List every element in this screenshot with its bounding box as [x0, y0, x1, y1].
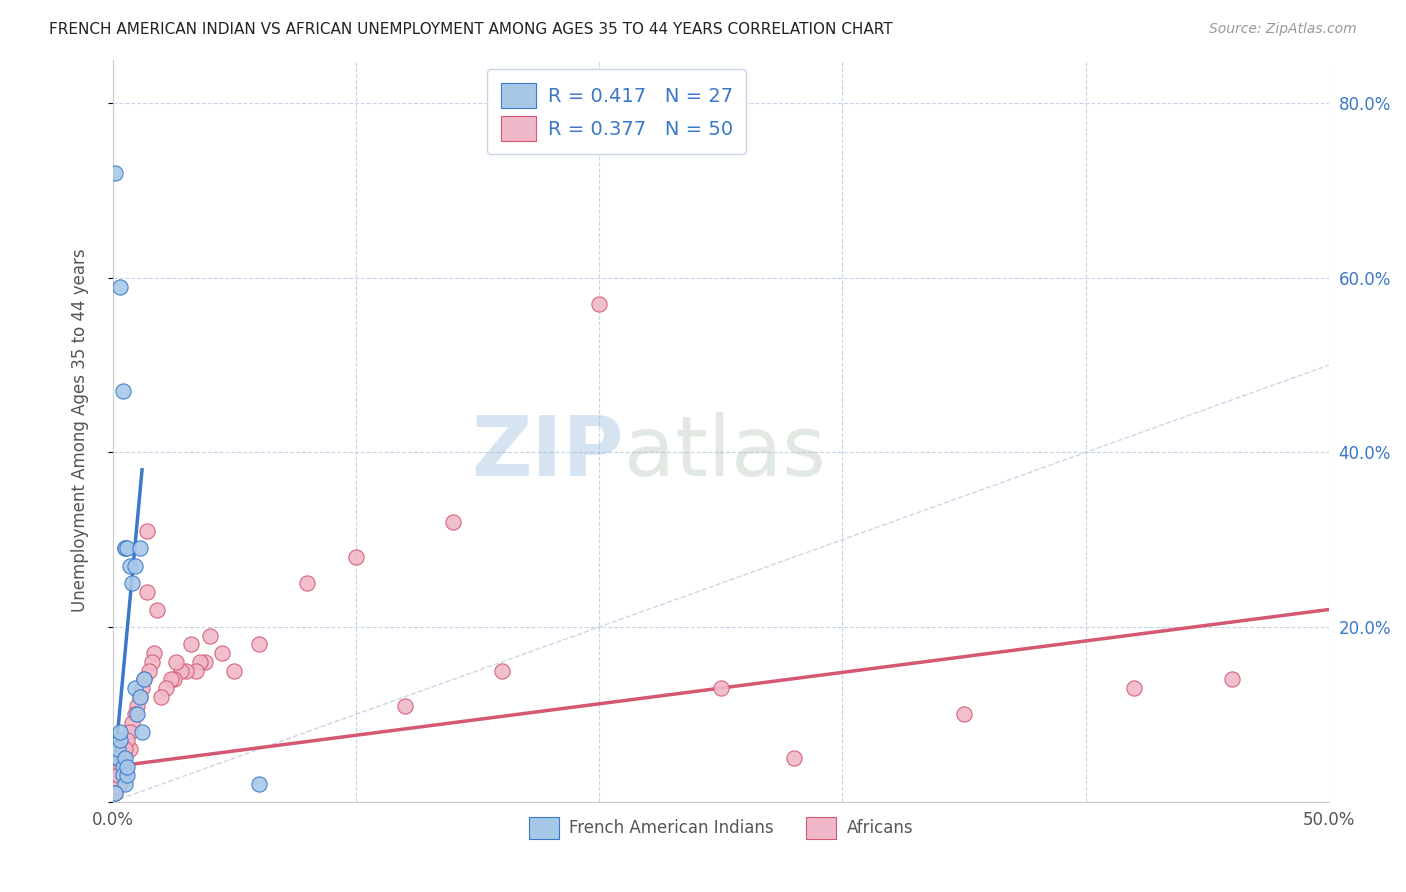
- Point: [134, 673, 156, 687]
- Point: [114, 541, 136, 556]
- Point: [128, 690, 150, 704]
- Point: [128, 541, 150, 556]
- Point: [165, 655, 187, 669]
- Legend: French American Indians, Africans: French American Indians, Africans: [522, 811, 920, 846]
- Point: [710, 681, 733, 695]
- Text: FRENCH AMERICAN INDIAN VS AFRICAN UNEMPLOYMENT AMONG AGES 35 TO 44 YEARS CORRELA: FRENCH AMERICAN INDIAN VS AFRICAN UNEMPL…: [49, 22, 893, 37]
- Point: [118, 558, 141, 573]
- Y-axis label: Unemployment Among Ages 35 to 44 years: Unemployment Among Ages 35 to 44 years: [72, 249, 89, 613]
- Point: [131, 724, 153, 739]
- Point: [117, 541, 139, 556]
- Text: ZIP: ZIP: [471, 412, 623, 493]
- Point: [588, 297, 610, 311]
- Point: [117, 733, 139, 747]
- Point: [163, 673, 186, 687]
- Point: [111, 768, 134, 782]
- Point: [160, 673, 183, 687]
- Point: [121, 716, 143, 731]
- Point: [441, 515, 464, 529]
- Point: [150, 690, 173, 704]
- Point: [135, 585, 157, 599]
- Point: [121, 576, 143, 591]
- Point: [114, 759, 136, 773]
- Point: [1123, 681, 1146, 695]
- Point: [107, 751, 129, 765]
- Point: [170, 664, 193, 678]
- Point: [180, 637, 202, 651]
- Point: [141, 655, 163, 669]
- Point: [155, 681, 177, 695]
- Point: [124, 681, 146, 695]
- Point: [344, 550, 367, 565]
- Point: [117, 759, 139, 773]
- Point: [1220, 673, 1243, 687]
- Point: [127, 698, 149, 713]
- Point: [128, 690, 150, 704]
- Point: [108, 724, 131, 739]
- Point: [107, 777, 129, 791]
- Point: [145, 602, 167, 616]
- Point: [124, 558, 146, 573]
- Point: [124, 707, 146, 722]
- Point: [107, 742, 129, 756]
- Point: [211, 646, 233, 660]
- Point: [138, 664, 160, 678]
- Point: [190, 655, 212, 669]
- Point: [783, 751, 806, 765]
- Point: [111, 751, 134, 765]
- Point: [297, 576, 319, 591]
- Point: [184, 664, 207, 678]
- Point: [491, 664, 513, 678]
- Text: Source: ZipAtlas.com: Source: ZipAtlas.com: [1209, 22, 1357, 37]
- Point: [114, 742, 136, 756]
- Point: [131, 681, 153, 695]
- Point: [135, 524, 157, 538]
- Point: [108, 279, 131, 293]
- Point: [127, 707, 149, 722]
- Point: [117, 768, 139, 782]
- Point: [111, 384, 134, 399]
- Point: [174, 664, 197, 678]
- Point: [114, 777, 136, 791]
- Point: [108, 759, 131, 773]
- Point: [108, 777, 131, 791]
- Point: [114, 751, 136, 765]
- Point: [224, 664, 246, 678]
- Point: [143, 646, 166, 660]
- Text: atlas: atlas: [623, 412, 825, 493]
- Point: [114, 541, 136, 556]
- Point: [107, 768, 129, 782]
- Point: [118, 724, 141, 739]
- Point: [134, 673, 156, 687]
- Point: [111, 759, 134, 773]
- Point: [111, 768, 134, 782]
- Point: [104, 786, 127, 800]
- Point: [394, 698, 416, 713]
- Point: [104, 786, 127, 800]
- Point: [953, 707, 976, 722]
- Point: [194, 655, 217, 669]
- Point: [118, 742, 141, 756]
- Point: [198, 629, 221, 643]
- Point: [108, 733, 131, 747]
- Point: [247, 637, 270, 651]
- Point: [104, 166, 127, 180]
- Point: [247, 777, 270, 791]
